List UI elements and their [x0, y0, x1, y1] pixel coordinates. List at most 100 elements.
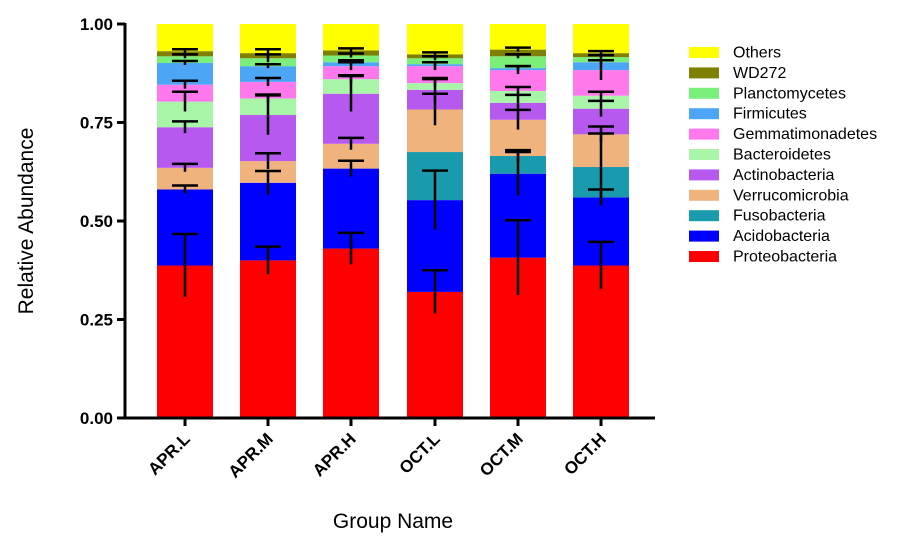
legend-label: WD272	[733, 65, 786, 82]
error-bar-proteobacteria-oct-m	[505, 218, 531, 296]
legend-item-gemmatimonadetes: Gemmatimonadetes	[689, 126, 877, 143]
bars-layer	[157, 24, 629, 418]
legend-swatch	[689, 251, 719, 262]
error-bar-proteobacteria-apr-h	[338, 231, 364, 265]
bar-segment-others-apr-h	[323, 24, 379, 51]
legend-item-others: Others	[689, 45, 781, 62]
error-bar-bacteroidetes-apr-m	[255, 93, 281, 103]
x-tick-label: OCT.H	[560, 429, 609, 478]
legend-label: Bacteroidetes	[733, 147, 831, 164]
legend-item-bacteroidetes: Bacteroidetes	[689, 147, 831, 164]
legend-swatch	[689, 210, 719, 222]
bar-segment-firmicutes-apr-l	[157, 63, 213, 85]
error-bar-planctomycetes-oct-m	[505, 53, 531, 59]
error-bar-bacteroidetes-oct-l	[422, 77, 448, 88]
x-tick-label: APR.H	[309, 429, 360, 480]
error-bar-proteobacteria-apr-l	[172, 232, 198, 298]
bar-segment-planctomycetes-apr-h	[323, 55, 379, 63]
error-bar-wd272-oct-m	[505, 46, 531, 52]
legend-label: Planctomycetes	[733, 85, 846, 102]
legend-label: Actinobacteria	[733, 167, 834, 184]
bar-segment-proteobacteria-oct-h	[573, 265, 629, 418]
error-bar-actinobacteria-apr-l	[172, 120, 198, 134]
legend: Others WD272 Planctomycetes Firmicutes Gemma…	[689, 45, 877, 266]
legend-item-firmicutes: Firmicutes	[689, 106, 807, 123]
error-bar-wd272-apr-l	[172, 47, 198, 54]
error-bar-firmicutes-apr-m	[255, 62, 281, 69]
error-bar-verrucomicrobia-apr-h	[338, 136, 364, 150]
error-bar-bacteroidetes-apr-l	[172, 90, 198, 112]
bar-segment-wd272-oct-m	[490, 49, 546, 57]
legend-label: Verrucomicrobia	[733, 187, 849, 204]
error-bar-actinobacteria-oct-h	[588, 99, 614, 117]
bar-segment-gemmatimonadetes-apr-h	[323, 66, 379, 80]
bar-segment-planctomycetes-oct-m	[490, 56, 546, 69]
bar-segment-others-apr-l	[157, 24, 213, 52]
bar-segment-gemmatimonadetes-oct-l	[407, 66, 463, 84]
error-bar-acidobacteria-oct-l	[422, 169, 448, 230]
error-bar-acidobacteria-apr-h	[338, 159, 364, 177]
error-bar-bacteroidetes-apr-h	[338, 73, 364, 84]
error-bar-firmicutes-apr-h	[338, 58, 364, 65]
x-tick-label: OCT.L	[396, 429, 444, 477]
error-bar-gemmatimonadetes-apr-m	[255, 76, 281, 86]
y-tick-label: 0.50	[80, 212, 113, 231]
x-axis-title: Group Name	[333, 510, 453, 533]
bar-segment-gemmatimonadetes-oct-m	[490, 70, 546, 91]
bar-segment-others-oct-h	[573, 24, 629, 54]
error-bar-acidobacteria-apr-l	[172, 184, 198, 194]
error-bar-verrucomicrobia-apr-m	[255, 151, 281, 169]
error-bar-firmicutes-oct-l	[422, 60, 448, 67]
error-bar-gemmatimonadetes-apr-l	[172, 79, 198, 89]
legend-item-verrucomicrobia: Verrucomicrobia	[689, 187, 849, 204]
y-tick-label: 0.25	[80, 311, 113, 330]
legend-label: Acidobacteria	[733, 228, 830, 245]
y-tick-label: 1.00	[80, 15, 113, 34]
y-axis-title: Relative Abundance	[15, 128, 38, 315]
legend-item-acidobacteria: Acidobacteria	[689, 228, 830, 245]
legend-label: Others	[733, 45, 781, 62]
x-tick-label: APR.L	[144, 429, 193, 478]
error-bar-verrucomicrobia-oct-h	[588, 125, 614, 143]
bar-segment-actinobacteria-apr-l	[157, 127, 213, 168]
legend-swatch	[689, 87, 719, 99]
bar-segment-verrucomicrobia-apr-l	[157, 167, 213, 190]
legend-label: Firmicutes	[733, 106, 807, 123]
legend-label: Proteobacteria	[733, 249, 837, 266]
bar-segment-proteobacteria-apr-h	[323, 248, 379, 418]
error-bar-proteobacteria-apr-m	[255, 245, 281, 275]
error-bar-bacteroidetes-oct-m	[505, 85, 531, 95]
error-bar-firmicutes-oct-m	[505, 64, 531, 71]
legend-item-fusobacteria: Fusobacteria	[689, 208, 826, 225]
legend-label: Gemmatimonadetes	[733, 126, 877, 143]
error-bars-layer	[172, 46, 614, 314]
y-tick-label: 0.00	[80, 409, 113, 428]
bar-segment-proteobacteria-apr-m	[240, 260, 296, 418]
y-tick-label: 0.75	[80, 114, 113, 133]
error-bar-acidobacteria-apr-m	[255, 169, 281, 195]
legend-swatch	[689, 149, 719, 160]
legend-swatch	[689, 67, 719, 79]
error-bar-planctomycetes-apr-l	[172, 53, 198, 59]
legend-swatch	[689, 189, 719, 201]
error-bar-wd272-apr-m	[255, 47, 281, 58]
error-bar-firmicutes-oct-h	[588, 58, 614, 65]
error-bar-wd272-oct-h	[588, 49, 614, 56]
error-bar-verrucomicrobia-apr-l	[172, 162, 198, 172]
bar-segment-firmicutes-apr-m	[240, 66, 296, 82]
legend-label: Fusobacteria	[733, 208, 826, 225]
error-bar-wd272-apr-h	[338, 47, 364, 53]
bar-segment-planctomycetes-apr-l	[157, 56, 213, 64]
legend-item-planctomycetes: Planctomycetes	[689, 85, 846, 102]
error-bar-fusobacteria-oct-m	[505, 148, 531, 162]
bar-segment-others-oct-m	[490, 24, 546, 50]
legend-item-proteobacteria: Proteobacteria	[689, 249, 837, 266]
error-bar-proteobacteria-oct-h	[588, 240, 614, 290]
legend-swatch	[689, 128, 719, 140]
legend-swatch	[689, 108, 719, 120]
error-bar-firmicutes-apr-l	[172, 59, 198, 65]
legend-swatch	[689, 47, 719, 58]
legend-item-wd272: WD272	[689, 65, 786, 82]
